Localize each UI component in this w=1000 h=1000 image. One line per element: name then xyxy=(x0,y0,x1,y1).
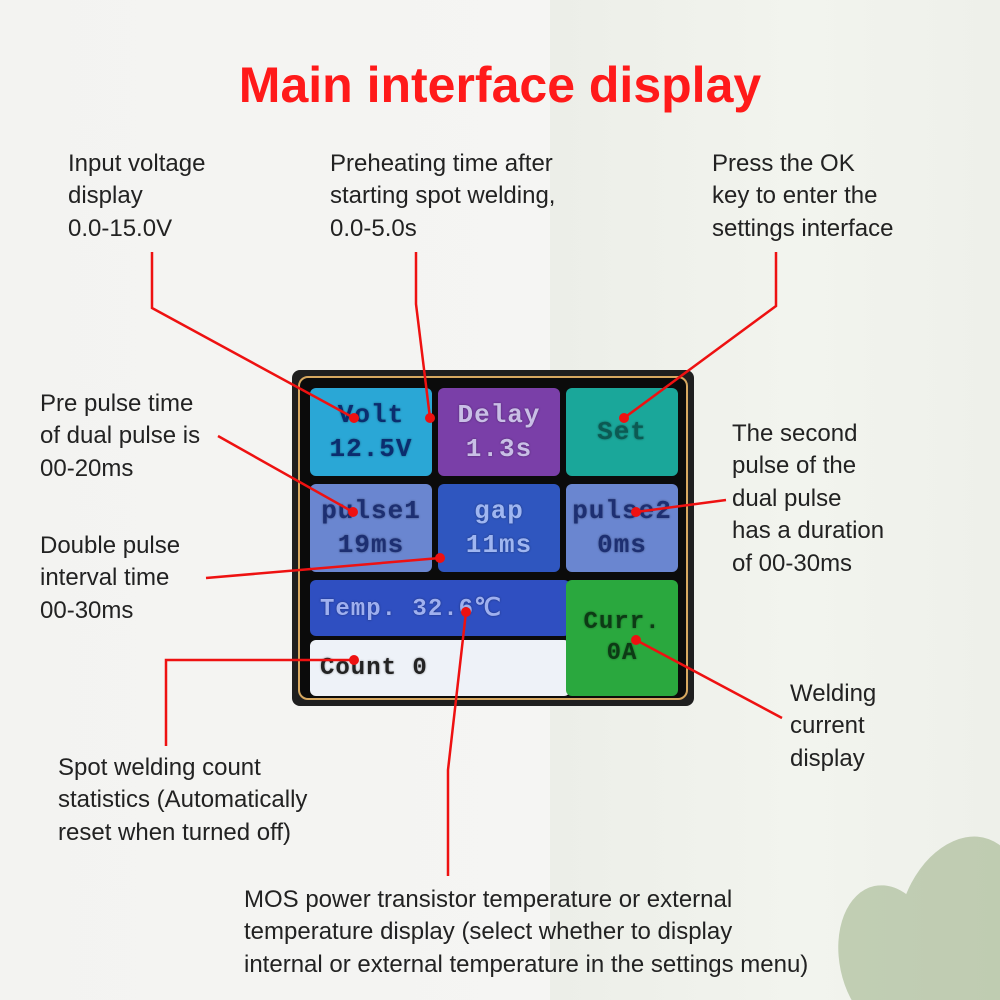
label-gap: Double pulseinterval time00-30ms xyxy=(40,530,180,627)
cell-pulse1-value: 19ms xyxy=(338,530,404,560)
cell-curr: Curr. 0A xyxy=(566,580,678,696)
label-pulse2: The secondpulse of thedual pulsehas a du… xyxy=(732,418,884,580)
cell-temp-text: Temp. 32.6℃ xyxy=(320,593,502,623)
cell-delay: Delay 1.3s xyxy=(438,388,560,476)
label-set: Press the OKkey to enter thesettings int… xyxy=(712,148,893,245)
lcd-screen: Volt 12.5V Delay 1.3s Set pulse1 19ms gap 11ms pu… xyxy=(292,370,694,706)
lcd-inner: Volt 12.5V Delay 1.3s Set pulse1 19ms gap 11ms pu… xyxy=(298,376,688,700)
cell-set-label: Set xyxy=(597,417,647,447)
cell-delay-value: 1.3s xyxy=(466,434,532,464)
cell-pulse1-label: pulse1 xyxy=(321,496,421,526)
label-temp: MOS power transistor temperature or exte… xyxy=(244,884,808,981)
label-delay: Preheating time afterstarting spot weldi… xyxy=(330,148,555,245)
label-pulse1: Pre pulse timeof dual pulse is00-20ms xyxy=(40,388,200,485)
cell-pulse1: pulse1 19ms xyxy=(310,484,432,572)
label-curr: Weldingcurrentdisplay xyxy=(790,678,876,775)
page-title: Main interface display xyxy=(0,56,1000,114)
cell-gap-label: gap xyxy=(474,496,524,526)
cell-count-text: Count 0 xyxy=(320,655,428,682)
cell-pulse2-value: 0ms xyxy=(597,530,647,560)
cell-volt: Volt 12.5V xyxy=(310,388,432,476)
cell-volt-label: Volt xyxy=(338,400,404,430)
cell-curr-value: 0A xyxy=(607,640,638,667)
cell-pulse2: pulse2 0ms xyxy=(566,484,678,572)
cell-set[interactable]: Set xyxy=(566,388,678,476)
cell-delay-label: Delay xyxy=(457,400,540,430)
cell-pulse2-label: pulse2 xyxy=(572,496,672,526)
cell-gap: gap 11ms xyxy=(438,484,560,572)
cell-volt-value: 12.5V xyxy=(329,434,412,464)
label-volt: Input voltagedisplay0.0-15.0V xyxy=(68,148,205,245)
label-count: Spot welding countstatistics (Automatica… xyxy=(58,752,307,849)
cell-curr-label: Curr. xyxy=(583,609,660,636)
cell-count: Count 0 xyxy=(310,640,570,696)
cell-gap-value: 11ms xyxy=(466,530,532,560)
cell-temp: Temp. 32.6℃ xyxy=(310,580,570,636)
